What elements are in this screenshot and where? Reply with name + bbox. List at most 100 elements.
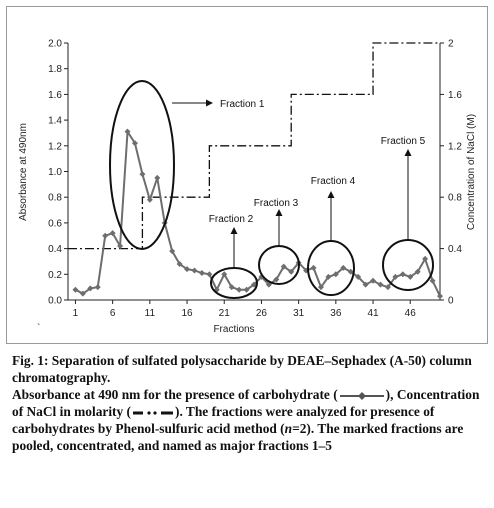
y-axis-right-title: Concentration of NaCl (M) <box>466 114 477 230</box>
x-tick-label: 36 <box>330 308 342 319</box>
absorbance-point <box>243 286 250 293</box>
fraction-5-label: Fraction 5 <box>381 136 426 147</box>
absorbance-point <box>392 273 399 280</box>
stray-mark: ` <box>37 322 40 334</box>
y-axis-left-title: Absorbance at 490nm <box>18 123 29 221</box>
y-left-tick-label: 1.4 <box>48 116 62 127</box>
y-right-tick-label: 1.2 <box>448 141 462 152</box>
x-tick-label: 26 <box>256 308 268 319</box>
y-left-tick-label: 1.8 <box>48 64 62 75</box>
absorbance-point <box>79 290 86 297</box>
y-left-tick-label: 0.6 <box>48 218 62 229</box>
absorbance-point <box>377 281 384 288</box>
x-tick-label: 41 <box>367 308 379 319</box>
fraction-3-label: Fraction 3 <box>254 198 299 209</box>
caption-title: Fig. 1: Separation of sulfated polysacch… <box>12 353 472 385</box>
x-axis-title: Fractions <box>213 324 254 335</box>
absorbance-point <box>340 264 347 271</box>
fraction-5-ellipse <box>382 239 434 291</box>
absorbance-point <box>169 248 176 255</box>
y-right-tick-label: 0.8 <box>448 193 462 204</box>
x-tick-label: 31 <box>293 308 305 319</box>
y-left-tick-label: 0.8 <box>48 193 62 204</box>
x-tick-label: 21 <box>219 308 231 319</box>
caption-body: Absorbance at 490 nm for the presence of… <box>12 386 486 454</box>
x-tick-label: 6 <box>110 308 116 319</box>
absorbance-point <box>131 140 138 147</box>
figure-frame <box>6 6 488 344</box>
x-tick-label: 46 <box>405 308 417 319</box>
absorbance-point <box>437 293 443 300</box>
y-left-ticks: 0.0 0.2 0.4 0.6 0.8 1.0 1.2 1.4 1.6 1.8 2.0 <box>48 39 68 307</box>
x-tick-label: 11 <box>145 308 156 319</box>
absorbance-point <box>117 243 124 250</box>
y-left-tick-label: 1.2 <box>48 141 62 152</box>
absorbance-point <box>236 286 243 293</box>
absorbance-point <box>94 284 101 291</box>
y-right-ticks: 0 0.4 0.8 1.2 1.6 2 <box>440 39 462 307</box>
fraction-1-ellipse <box>109 80 175 250</box>
nacl-legend-mark <box>133 411 174 415</box>
caption-part-c: ). The fractions were analyzed for prese… <box>12 404 435 436</box>
absorbance-point <box>414 268 421 275</box>
absorbance-point <box>273 276 280 283</box>
y-right-tick-label: 1.6 <box>448 90 462 101</box>
y-left-tick-label: 1.6 <box>48 90 62 101</box>
x-ticks: 1 6 11 16 21 26 31 36 41 46 <box>73 300 417 319</box>
absorbance-point <box>102 232 109 239</box>
fraction-1-label: Fraction 1 <box>220 99 265 110</box>
y-right-tick-label: 0 <box>448 296 454 307</box>
absorbance-point <box>198 270 205 277</box>
absorbance-point <box>221 271 228 278</box>
y-left-tick-label: 0.0 <box>48 296 62 307</box>
y-left-tick-label: 0.2 <box>48 270 62 281</box>
x-tick-label: 1 <box>73 308 79 319</box>
y-right-tick-label: 2 <box>448 39 454 50</box>
absorbance-point <box>325 273 332 280</box>
absorbance-legend-mark <box>339 391 384 400</box>
absorbance-point <box>154 174 161 181</box>
absorbance-line <box>74 128 441 297</box>
absorbance-point <box>87 285 94 292</box>
absorbance-point <box>355 273 362 280</box>
absorbance-point <box>176 261 183 268</box>
absorbance-point <box>362 281 369 288</box>
absorbance-point <box>310 264 317 271</box>
fraction-4-label: Fraction 4 <box>311 176 356 187</box>
absorbance-point <box>139 171 146 178</box>
absorbance-point <box>124 128 131 135</box>
nacl-series <box>68 42 440 250</box>
absorbance-point <box>332 271 339 278</box>
absorbance-point <box>228 284 235 291</box>
absorbance-point <box>72 286 79 293</box>
caption-part-d: =2). The marked fractions are pooled, co… <box>12 421 464 453</box>
absorbance-point <box>146 196 153 203</box>
fraction-3-ellipse <box>258 245 300 285</box>
absorbance-point <box>429 277 436 284</box>
y-left-tick-label: 2.0 <box>48 39 62 50</box>
caption-part-b: ), Concentration of NaCl in molarity ( <box>12 387 480 419</box>
caption-part-a: Absorbance at 490 nm for the presence of… <box>12 387 338 402</box>
nacl-line <box>68 42 440 250</box>
absorbance-point <box>317 284 324 291</box>
fraction-2-label: Fraction 2 <box>209 214 254 225</box>
absorbance-point <box>206 271 213 278</box>
absorbance-point <box>347 268 354 275</box>
absorbance-point <box>407 273 414 280</box>
figure-caption: Fig. 1: Separation of sulfated polysacch… <box>12 352 486 454</box>
fraction-2-ellipse <box>210 267 258 299</box>
absorbance-point <box>288 268 295 275</box>
chromatography-chart: 0.0 0.2 0.4 0.6 0.8 1.0 1.2 1.4 1.6 1.8 2.0 0 0.4 0.… <box>18 39 477 336</box>
x-tick-label: 16 <box>181 308 193 319</box>
absorbance-point <box>184 266 191 273</box>
absorbance-point <box>399 271 406 278</box>
absorbance-point <box>191 267 198 274</box>
absorbance-point <box>280 263 287 270</box>
absorbance-point <box>422 255 429 262</box>
absorbance-series <box>72 128 443 300</box>
y-left-tick-label: 1.0 <box>48 167 62 178</box>
y-right-tick-label: 0.4 <box>448 244 462 255</box>
absorbance-point <box>109 230 116 237</box>
absorbance-point <box>370 277 377 284</box>
absorbance-point <box>384 284 391 291</box>
